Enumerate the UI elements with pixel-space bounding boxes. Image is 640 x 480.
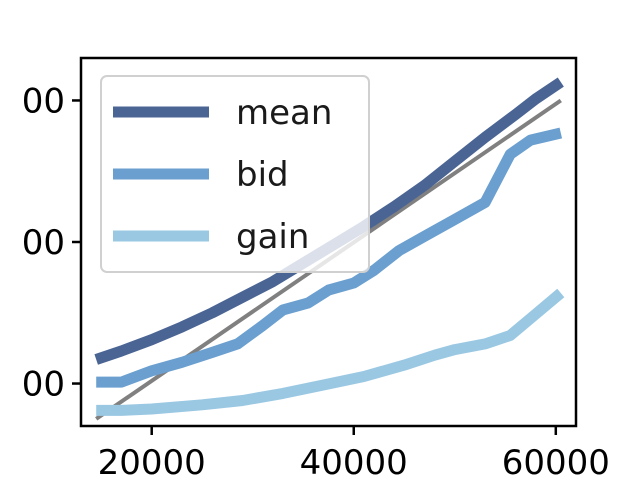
y-tick-label: 00: [22, 81, 65, 121]
x-tick-label: 20000: [98, 443, 206, 480]
legend-label-mean: mean: [236, 93, 332, 133]
legend-frame: [100, 75, 370, 273]
legend-label-bid: bid: [236, 155, 289, 195]
series-line-gain: [96, 288, 565, 416]
axis-ticks-layer: 20000 40000 60000 00 00 00: [22, 81, 610, 480]
x-tick-label: 60000: [502, 443, 610, 480]
legend: mean bid gain: [100, 75, 370, 273]
series-line-bid: [96, 127, 563, 388]
x-tick-label: 40000: [300, 443, 408, 480]
legend-label-gain: gain: [236, 217, 309, 257]
y-tick-label: 00: [22, 365, 65, 405]
y-tick-label: 00: [22, 223, 65, 263]
